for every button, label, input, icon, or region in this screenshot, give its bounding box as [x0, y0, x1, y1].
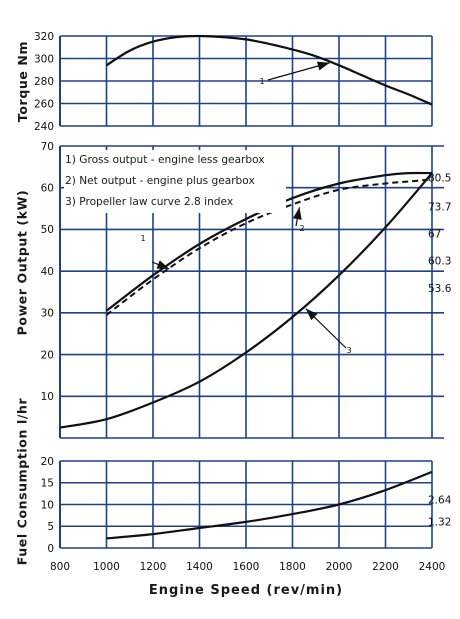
torque-curve-1-marker-head: [316, 61, 330, 71]
torque-y-tick-label: 240: [34, 121, 54, 133]
x-tick-label: 1800: [279, 561, 306, 573]
fuel-y-tick-label: 15: [41, 478, 54, 490]
torque-axis-label: Torque Nm: [14, 40, 30, 122]
x-tick-label: 1200: [140, 561, 167, 573]
power-curve-2-marker-label: 2: [299, 224, 304, 233]
power-curve-1-marker: 1: [140, 234, 170, 270]
power-y-tick-label: 40: [41, 266, 54, 278]
torque-curve-1-marker: 1: [259, 61, 330, 86]
power-curve-3: [59, 172, 433, 429]
power-curve-1-marker-head: [156, 260, 170, 269]
torque-y-tick-label: 320: [34, 31, 54, 43]
power-curve-1-marker-label: 1: [140, 234, 145, 243]
x-tick-label: 2000: [326, 561, 353, 573]
torque-y-tick-label: 260: [34, 98, 54, 110]
power-y-tick-label: 50: [41, 224, 54, 236]
power-right-label: 60.3: [428, 256, 451, 268]
fuel-curve-fuel: [106, 470, 433, 540]
power-right-label: 53.6: [428, 283, 452, 295]
fuel-y-tick-label: 10: [41, 499, 54, 511]
legend-entry-propeller: 3) Propeller law curve 2.8 index: [65, 196, 234, 208]
power-y-tick-label: 20: [41, 349, 54, 361]
x-tick-label: 2400: [419, 561, 446, 573]
power-curve-3-marker-label: 3: [346, 346, 351, 355]
x-tick-label: 1000: [93, 561, 120, 573]
power-curve-1: [105, 171, 433, 312]
power-right-label: 73.7: [428, 201, 451, 213]
power-axis-label: Power Output (kW): [14, 189, 30, 335]
x-tick-label: 800: [50, 561, 70, 573]
power-y-tick-label: 70: [41, 141, 54, 153]
power-curve-3-marker-head: [305, 308, 318, 321]
power-y-tick-label: 30: [41, 308, 54, 320]
power-curve-2: [105, 178, 433, 316]
fuel-right-label: 2.64: [428, 495, 452, 507]
fuel-y-tick-label: 0: [47, 543, 54, 555]
x-tick-label: 2200: [372, 561, 399, 573]
torque-curve-1: [105, 34, 433, 106]
x-axis-label: Engine Speed (rev/min): [148, 583, 344, 598]
x-tick-label: 1400: [186, 561, 213, 573]
power-right-label: 80.5: [428, 172, 451, 184]
fuel-axis-label: Fuel Consumption l/hr: [14, 397, 30, 565]
power-curve-2-marker: 2: [292, 207, 305, 233]
fuel-y-tick-label: 20: [41, 456, 54, 468]
x-tick-label: 1600: [233, 561, 260, 573]
legend-entry-gross: 1) Gross output - engine less gearbox: [65, 154, 265, 166]
torque-y-tick-label: 280: [34, 76, 54, 88]
power-right-label: 67: [428, 229, 441, 241]
legend-entry-net: 2) Net output - engine plus gearbox: [65, 175, 255, 187]
power-curve-3-marker: 3: [305, 308, 352, 355]
power-curve-2-marker-head: [292, 207, 302, 220]
torque-y-tick-label: 300: [34, 53, 54, 65]
fuel-right-label: 1.32: [428, 516, 451, 528]
power-y-tick-label: 60: [41, 183, 54, 195]
fuel-y-tick-label: 5: [47, 521, 54, 533]
power-y-tick-label: 10: [41, 391, 54, 403]
torque-curve-1-marker-label: 1: [259, 77, 264, 86]
chart-legend: 1) Gross output - engine less gearbox 2)…: [64, 150, 286, 213]
